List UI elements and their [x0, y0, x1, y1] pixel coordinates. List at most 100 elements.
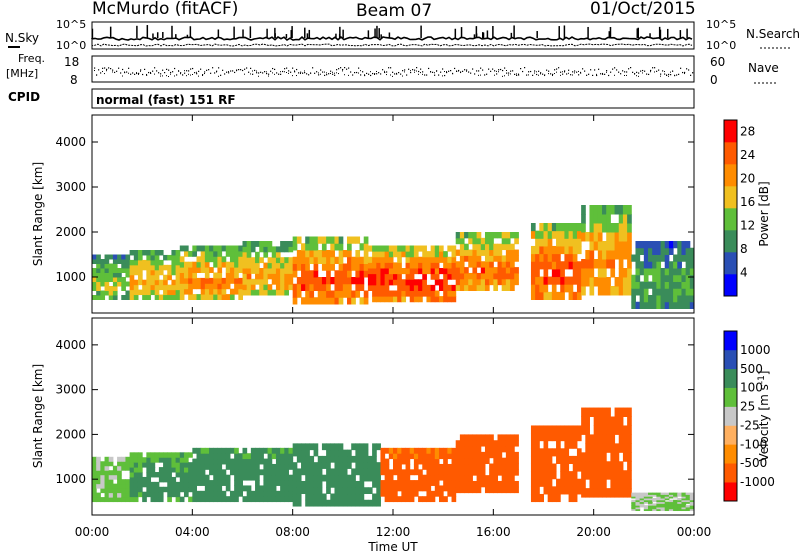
heatmap-cell — [484, 446, 490, 453]
heatmap-cell — [288, 241, 294, 247]
heatmap-cell — [535, 478, 540, 487]
heatmap-cell — [514, 232, 519, 239]
heatmap-cell — [129, 486, 135, 493]
freq-dot — [440, 71, 442, 73]
heatmap-cell — [112, 281, 118, 287]
heatmap-cell — [468, 278, 473, 286]
heatmap-cell — [648, 499, 653, 503]
nave-dot — [286, 71, 287, 73]
heatmap-cell — [163, 457, 168, 463]
heatmap-cell — [430, 474, 436, 481]
heatmap-cell — [372, 245, 377, 252]
heatmap-cell — [593, 241, 599, 251]
heatmap-cell — [112, 465, 118, 471]
heatmap-cell — [317, 462, 323, 469]
heatmap-cell — [418, 453, 423, 460]
heatmap-cell — [643, 241, 649, 249]
nave-dot — [184, 70, 185, 72]
heatmap-cell — [438, 496, 444, 503]
heatmap-cell — [556, 223, 561, 232]
heatmap-cell — [330, 263, 335, 271]
heatmap-cell — [618, 470, 624, 480]
heatmap-cell — [133, 472, 139, 478]
heatmap-cell — [668, 494, 674, 497]
heatmap-cell — [342, 487, 348, 495]
colorbar-segment — [724, 186, 737, 209]
heatmap-cell — [627, 416, 632, 426]
heatmap-cell — [438, 245, 444, 252]
heatmap-cell — [275, 278, 281, 285]
heatmap-cell — [296, 277, 302, 285]
freq-dot — [528, 71, 530, 73]
colorbar-tick-label: -500 — [740, 456, 767, 470]
heatmap-cell — [246, 273, 252, 280]
heatmap-cell — [572, 493, 578, 503]
freq-dot — [244, 68, 246, 70]
heatmap-cell — [255, 463, 260, 470]
heatmap-cell — [288, 273, 294, 280]
heatmap-cell — [238, 485, 243, 492]
heatmap-cell — [204, 256, 210, 263]
heatmap-cell — [380, 458, 386, 465]
heatmap-cell — [602, 250, 607, 260]
heatmap-cell — [250, 246, 256, 253]
heatmap-cell — [660, 492, 666, 495]
heatmap-cell — [175, 269, 181, 276]
heatmap-cell — [338, 487, 344, 495]
heatmap-cell — [618, 425, 624, 435]
freq-dot — [254, 69, 256, 72]
heatmap-cell — [255, 458, 260, 465]
freq-dot — [110, 68, 112, 70]
heatmap-cell — [472, 451, 478, 459]
heatmap-cell — [476, 237, 482, 245]
heatmap-cell — [535, 245, 540, 255]
heatmap-cell — [179, 486, 185, 493]
heatmap-cell — [413, 279, 419, 286]
heatmap-cell — [125, 272, 131, 278]
heatmap-cell — [242, 485, 248, 492]
heatmap-cell — [660, 499, 666, 503]
heatmap-cell — [209, 283, 214, 290]
heatmap-cell — [455, 284, 461, 291]
heatmap-cell — [497, 446, 503, 453]
heatmap-cell — [355, 462, 361, 469]
heatmap-cell — [92, 461, 97, 467]
heatmap-cell — [677, 492, 682, 495]
heatmap-cell — [179, 452, 185, 458]
heatmap-cell — [422, 485, 427, 492]
heatmap-cell — [664, 288, 670, 296]
nave-dot — [430, 71, 431, 73]
freq-dot — [478, 70, 480, 72]
heatmap-cell — [288, 257, 294, 264]
heatmap-cell — [137, 289, 143, 296]
heatmap-cell — [372, 468, 377, 476]
heatmap-cell — [309, 468, 315, 476]
heatmap-cell — [100, 497, 106, 503]
heatmap-cell — [146, 476, 152, 483]
heatmap-cell — [422, 453, 427, 460]
heatmap-cell — [652, 254, 657, 262]
heatmap-cell — [104, 479, 110, 485]
freq-dot — [414, 69, 416, 71]
heatmap-cell — [543, 455, 549, 465]
heatmap-cell — [530, 276, 536, 285]
freq-dot — [356, 71, 358, 74]
heatmap-cell — [401, 284, 407, 291]
heatmap-cell — [543, 471, 549, 480]
heatmap-cell — [255, 251, 260, 258]
heatmap-cell — [288, 496, 294, 503]
heatmap-cell — [493, 463, 499, 470]
freq-dot — [432, 71, 434, 73]
heatmap-cell — [242, 469, 248, 476]
heatmap-cell — [459, 267, 465, 274]
heatmap-cell — [426, 474, 432, 481]
x-tick-label: 12:00 — [376, 525, 411, 539]
heatmap-cell — [476, 469, 482, 476]
heatmap-cell — [556, 276, 561, 285]
nave-dot — [178, 70, 179, 72]
heatmap-cell — [622, 407, 628, 417]
freq-dot — [538, 70, 540, 72]
heatmap-cell — [539, 291, 544, 300]
heatmap-cell — [255, 496, 260, 503]
heatmap-cell — [489, 249, 494, 256]
